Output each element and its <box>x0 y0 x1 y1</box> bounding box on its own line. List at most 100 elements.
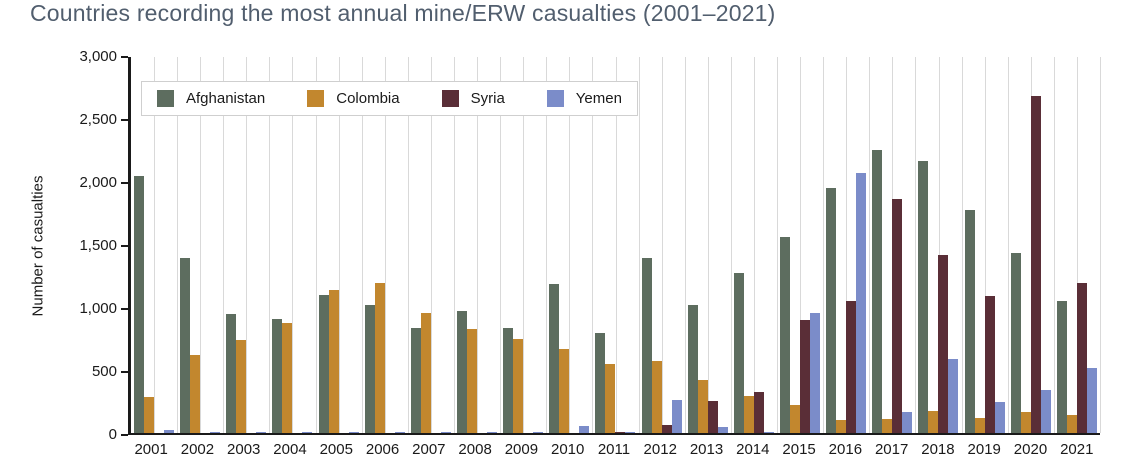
bar-syria-2012 <box>661 425 672 433</box>
y-tick-mark <box>121 371 128 373</box>
bar-afghanistan-2008 <box>457 311 468 433</box>
bar-syria-2011 <box>615 431 626 433</box>
v-gridline <box>200 57 202 433</box>
bar-colombia-2010 <box>559 349 570 433</box>
v-gridline <box>776 57 778 433</box>
bar-afghanistan-2010 <box>549 284 560 433</box>
v-gridline <box>1053 57 1055 433</box>
v-gridline <box>177 57 179 433</box>
bar-colombia-2002 <box>190 355 201 433</box>
bar-yemen-2007 <box>440 431 451 433</box>
bar-afghanistan-2012 <box>641 257 652 433</box>
x-tick-label-2020: 2020 <box>1013 441 1048 458</box>
v-gridline <box>315 57 317 433</box>
bar-afghanistan-2001 <box>134 176 145 433</box>
bar-afghanistan-2019 <box>964 209 975 433</box>
x-tick-label-2013: 2013 <box>689 441 724 458</box>
bar-colombia-2009 <box>513 339 524 433</box>
bar-group-2008 <box>454 57 500 433</box>
v-gridline <box>292 57 294 433</box>
bar-yemen-2019 <box>994 402 1005 433</box>
v-gridline <box>684 57 686 433</box>
bar-yemen-2020 <box>1040 390 1051 433</box>
bar-colombia-2014 <box>743 396 754 433</box>
bar-group-2009 <box>500 57 546 433</box>
bar-group-2002 <box>177 57 223 433</box>
bar-group-2007 <box>408 57 454 433</box>
bar-afghanistan-2021 <box>1056 300 1067 433</box>
y-tick-mark <box>121 434 128 436</box>
plot-area: Afghanistan Colombia Syria Yemen 0 500 1,000 1… <box>79 48 1101 443</box>
v-gridline <box>592 57 594 433</box>
bar-afghanistan-2003 <box>226 313 237 433</box>
x-tick-label-2007: 2007 <box>412 441 446 458</box>
bar-afghanistan-2013 <box>687 304 698 433</box>
v-gridline <box>800 57 802 433</box>
bar-group-2019 <box>962 57 1008 433</box>
x-tick-label-2004: 2004 <box>273 441 307 458</box>
y-axis-title: Number of casualties <box>29 175 47 317</box>
v-gridline <box>246 57 248 433</box>
bar-afghanistan-2011 <box>595 333 606 433</box>
v-gridline <box>846 57 848 433</box>
y-tick-label: 500 <box>91 363 117 380</box>
x-tick-label-2015: 2015 <box>782 441 816 458</box>
y-tick-mark <box>121 245 128 247</box>
bar-yemen-2014 <box>763 432 774 433</box>
bar-group-2003 <box>223 57 269 433</box>
bar-group-2017 <box>869 57 915 433</box>
bar-group-2010 <box>546 57 592 433</box>
bar-afghanistan-2016 <box>826 187 837 433</box>
bar-afghanistan-2020 <box>1010 253 1021 433</box>
bar-yemen-2015 <box>810 312 821 433</box>
v-gridline <box>915 57 917 433</box>
bar-syria-2016 <box>846 301 857 433</box>
x-tick-label-2009: 2009 <box>504 441 539 458</box>
bar-yemen-2018 <box>948 359 959 433</box>
bar-group-2011 <box>592 57 638 433</box>
legend-item-afghanistan: Afghanistan <box>157 90 265 107</box>
v-gridline <box>961 57 963 433</box>
bar-colombia-2006 <box>374 283 385 433</box>
bar-yemen-2002 <box>210 431 221 433</box>
x-tick-label-2002: 2002 <box>180 441 215 458</box>
bar-colombia-2020 <box>1020 412 1031 433</box>
bar-colombia-2004 <box>282 323 293 433</box>
legend-swatch-colombia <box>307 90 325 107</box>
bar-colombia-2017 <box>882 419 893 433</box>
bar-yemen-2009 <box>533 432 544 433</box>
bar-colombia-2013 <box>697 380 708 433</box>
bar-afghanistan-2006 <box>364 304 375 433</box>
bar-group-2021 <box>1054 57 1100 433</box>
bar-colombia-2005 <box>328 289 339 433</box>
y-tick-label: 3,000 <box>79 48 117 65</box>
bar-syria-2014 <box>753 392 764 433</box>
v-gridline <box>500 57 502 433</box>
legend-label-yemen: Yemen <box>575 90 622 107</box>
v-gridline <box>753 57 755 433</box>
v-gridline <box>477 57 479 433</box>
bar-colombia-2008 <box>467 328 478 433</box>
v-gridline <box>615 57 617 433</box>
bar-yemen-2021 <box>1086 368 1097 433</box>
bar-afghanistan-2007 <box>410 328 421 433</box>
bar-colombia-2012 <box>651 360 662 433</box>
v-gridline <box>938 57 940 433</box>
y-tick-mark <box>121 182 128 184</box>
bar-syria-2020 <box>1030 95 1041 433</box>
x-tick-label-2001: 2001 <box>134 441 168 458</box>
bar-syria-2021 <box>1076 282 1087 433</box>
v-gridline <box>269 57 271 433</box>
x-tick-label-2018: 2018 <box>921 441 955 458</box>
v-gridline <box>984 57 986 433</box>
v-gridline <box>569 57 571 433</box>
bars-container <box>131 57 1100 433</box>
bar-colombia-2001 <box>144 396 155 433</box>
x-tick-label-2019: 2019 <box>967 441 1001 458</box>
bar-group-2012 <box>639 57 685 433</box>
y-tick-mark <box>121 308 128 310</box>
bar-group-2020 <box>1008 57 1054 433</box>
x-tick-label-2010: 2010 <box>550 441 585 458</box>
bar-yemen-2003 <box>256 432 267 433</box>
